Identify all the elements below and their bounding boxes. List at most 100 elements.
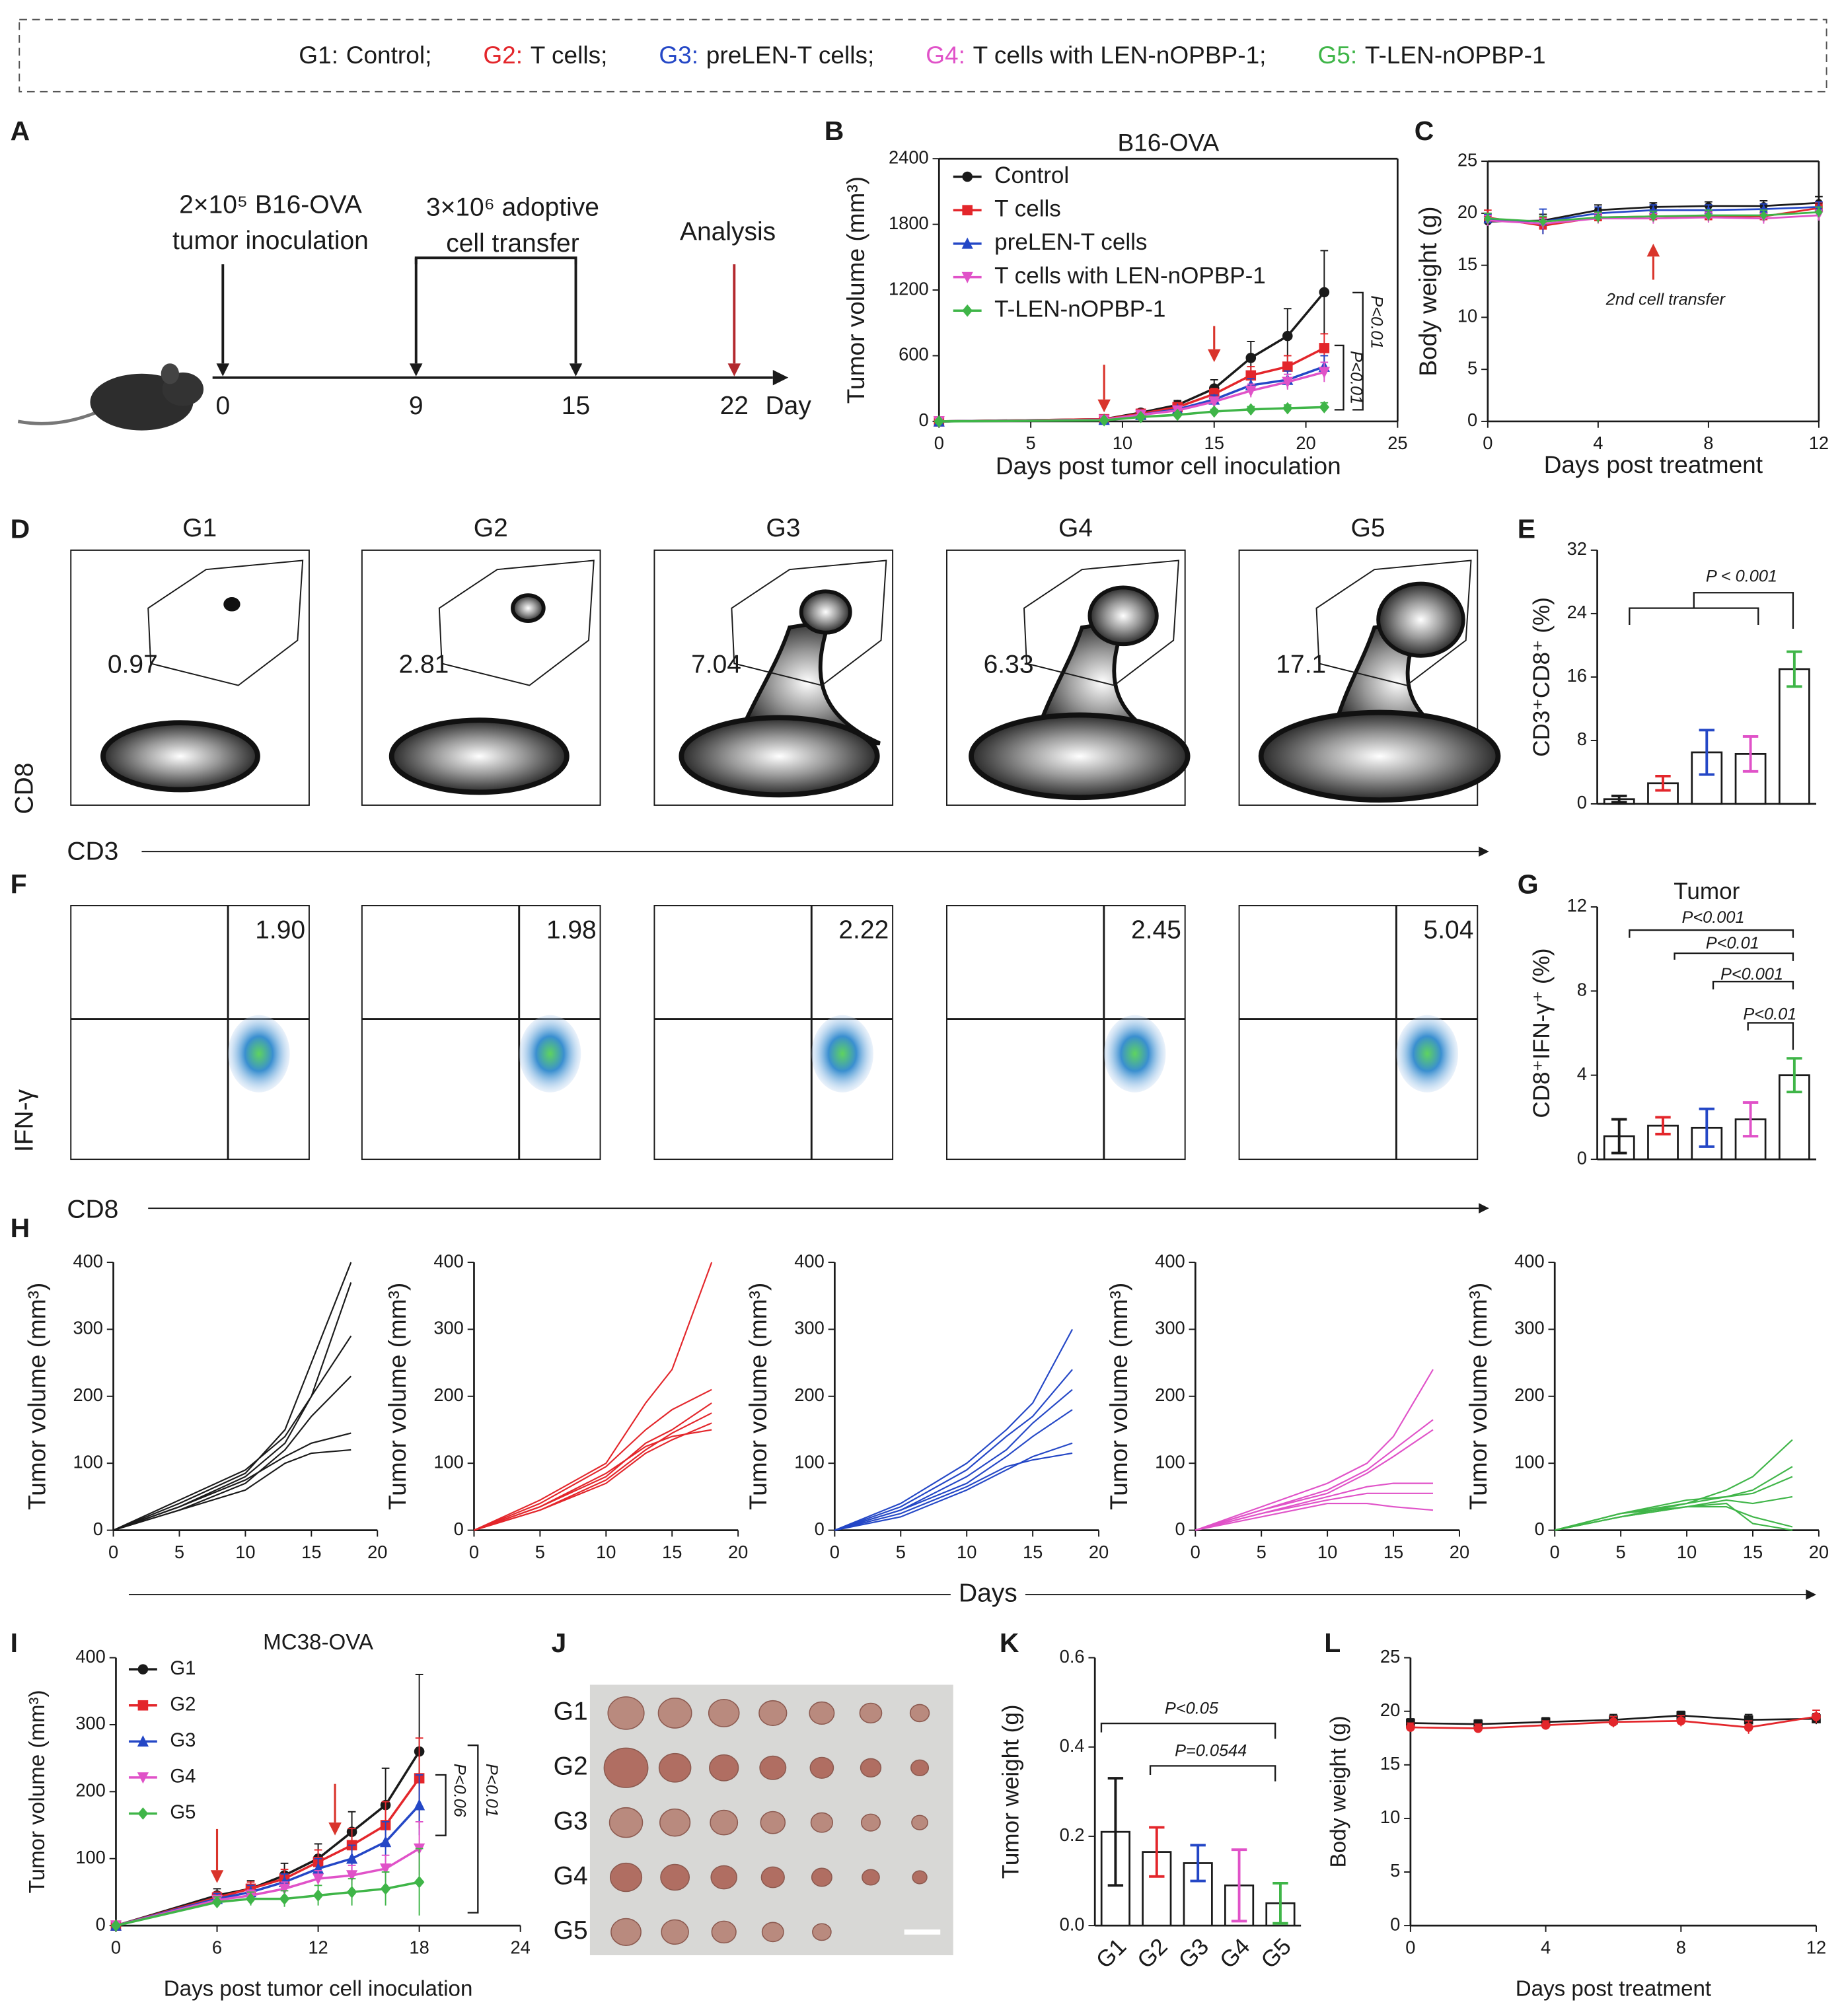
y-tick-label: 0 — [919, 410, 929, 430]
marker — [245, 1892, 256, 1905]
timeline-day: 9 — [409, 392, 424, 420]
flow-gate-value: 17.1 — [1276, 651, 1326, 679]
y-tick-label: 10 — [1380, 1807, 1400, 1827]
y-tick-label: 15 — [1457, 254, 1477, 274]
series-line — [116, 1881, 420, 1927]
x-tick-label: 15 — [1023, 1542, 1043, 1562]
y-axis-label: Tumor volume (mm³) — [22, 1283, 50, 1510]
y-axis-label: Tumor volume (mm³) — [1105, 1283, 1132, 1510]
tumor — [909, 1704, 930, 1723]
tumor — [609, 1862, 643, 1892]
flow-upper-population — [1376, 581, 1465, 658]
photo-group-label: G2 — [554, 1752, 588, 1781]
tumor — [657, 1698, 692, 1729]
y-tick-label: 2400 — [889, 147, 929, 167]
flow-y-label: IFN-γ — [10, 1089, 38, 1152]
y-axis-label: Tumor volume (mm³) — [25, 1690, 50, 1893]
marker — [1609, 1717, 1618, 1727]
panel-letter: J — [551, 1628, 566, 1658]
flow-gate — [147, 559, 304, 686]
marker — [1483, 213, 1492, 223]
marker — [1648, 205, 1658, 214]
series-line — [474, 1422, 712, 1531]
tumor — [761, 1922, 784, 1943]
series-line — [1195, 1369, 1434, 1531]
annotation: P<0.06 — [450, 1764, 468, 1818]
y-tick-label: 0 — [454, 1519, 464, 1539]
flow-x-label: CD8 — [67, 1195, 118, 1223]
legend-marker — [961, 237, 973, 249]
y-axis-label: Tumor weight (g) — [998, 1704, 1024, 1879]
arrow-head — [328, 1822, 342, 1836]
y-tick-label: 8 — [1577, 980, 1587, 1000]
marker — [1705, 211, 1713, 221]
photo-group-label: G4 — [554, 1861, 588, 1890]
y-tick-label: 12 — [1567, 895, 1587, 916]
marker — [312, 1873, 324, 1885]
annotation: P<0.01 — [1706, 934, 1759, 953]
flow-gate-value: 6.33 — [984, 651, 1034, 679]
marker — [1282, 402, 1293, 415]
x-tick-label: 10 — [235, 1542, 255, 1562]
tumor — [862, 1869, 880, 1886]
x-tick-label: 8 — [1703, 433, 1713, 453]
x-axis-label: Days post treatment — [1544, 450, 1763, 478]
marker — [380, 1836, 392, 1848]
flow-population — [228, 1015, 290, 1093]
significance-bracket — [1100, 1722, 1276, 1739]
arrow-head — [772, 369, 789, 386]
flow-x-label: CD3 — [67, 837, 118, 865]
marker — [110, 1919, 122, 1932]
y-tick-label: 400 — [1514, 1250, 1545, 1271]
marker — [1099, 414, 1109, 427]
arrow-head — [409, 363, 423, 377]
marker — [1208, 396, 1220, 408]
flow-population — [1103, 1015, 1166, 1093]
legend-label: preLEN-T cells — [994, 229, 1147, 255]
bar — [1778, 668, 1810, 805]
y-tick-label: 0.4 — [1060, 1735, 1085, 1756]
flow-population — [811, 1015, 873, 1093]
legend-marker — [137, 1772, 149, 1784]
flow-gate-value: 2.81 — [398, 651, 449, 679]
tumor — [658, 1752, 692, 1783]
x-axis-label: Days post tumor cell inoculation — [996, 452, 1341, 480]
y-tick-label: 16 — [1567, 665, 1587, 686]
y-tick-label: 0.2 — [1060, 1824, 1085, 1845]
arrow-head — [1479, 846, 1489, 857]
series-line — [116, 1848, 420, 1927]
marker — [346, 1852, 358, 1864]
tumor — [760, 1811, 786, 1834]
y-tick-label: 15 — [1380, 1753, 1400, 1774]
y-tick-label: 200 — [794, 1385, 825, 1405]
y-axis-label: CD3⁺CD8⁺ (%) — [1529, 597, 1555, 757]
legend-label: T cells with LEN-nOPBP-1; — [973, 41, 1267, 69]
legend-group: G1: — [299, 41, 338, 69]
y-tick-label: 25 — [1380, 1646, 1400, 1667]
flow-group-title: G2 — [474, 514, 508, 542]
arrow-head — [1097, 399, 1111, 413]
marker — [1245, 353, 1257, 363]
flow-lower-population — [100, 720, 260, 793]
arrow-head — [727, 363, 741, 377]
tumor — [710, 1809, 739, 1836]
flow-y-label: CD8 — [10, 763, 38, 814]
series-line — [834, 1369, 1073, 1531]
flow-lower-population — [679, 715, 880, 798]
y-tick-label: 400 — [73, 1250, 103, 1271]
marker — [1135, 410, 1146, 423]
legend-label: T-LEN-nOPBP-1 — [1365, 41, 1546, 69]
x-tick-label: 0 — [1550, 1542, 1560, 1562]
y-tick-label: 0 — [1577, 1147, 1587, 1168]
series-line — [113, 1282, 352, 1531]
photo-group-label: G5 — [554, 1916, 588, 1945]
x-tick-label: 20 — [728, 1542, 748, 1562]
tumor — [660, 1863, 690, 1891]
legend-group: G4: — [926, 41, 965, 69]
flow-group-title: G1 — [182, 514, 217, 542]
tumor — [911, 1815, 928, 1830]
legend-marker — [962, 171, 973, 182]
x-tick-label: 20 — [1296, 433, 1315, 453]
y-tick-label: 8 — [1577, 729, 1587, 749]
